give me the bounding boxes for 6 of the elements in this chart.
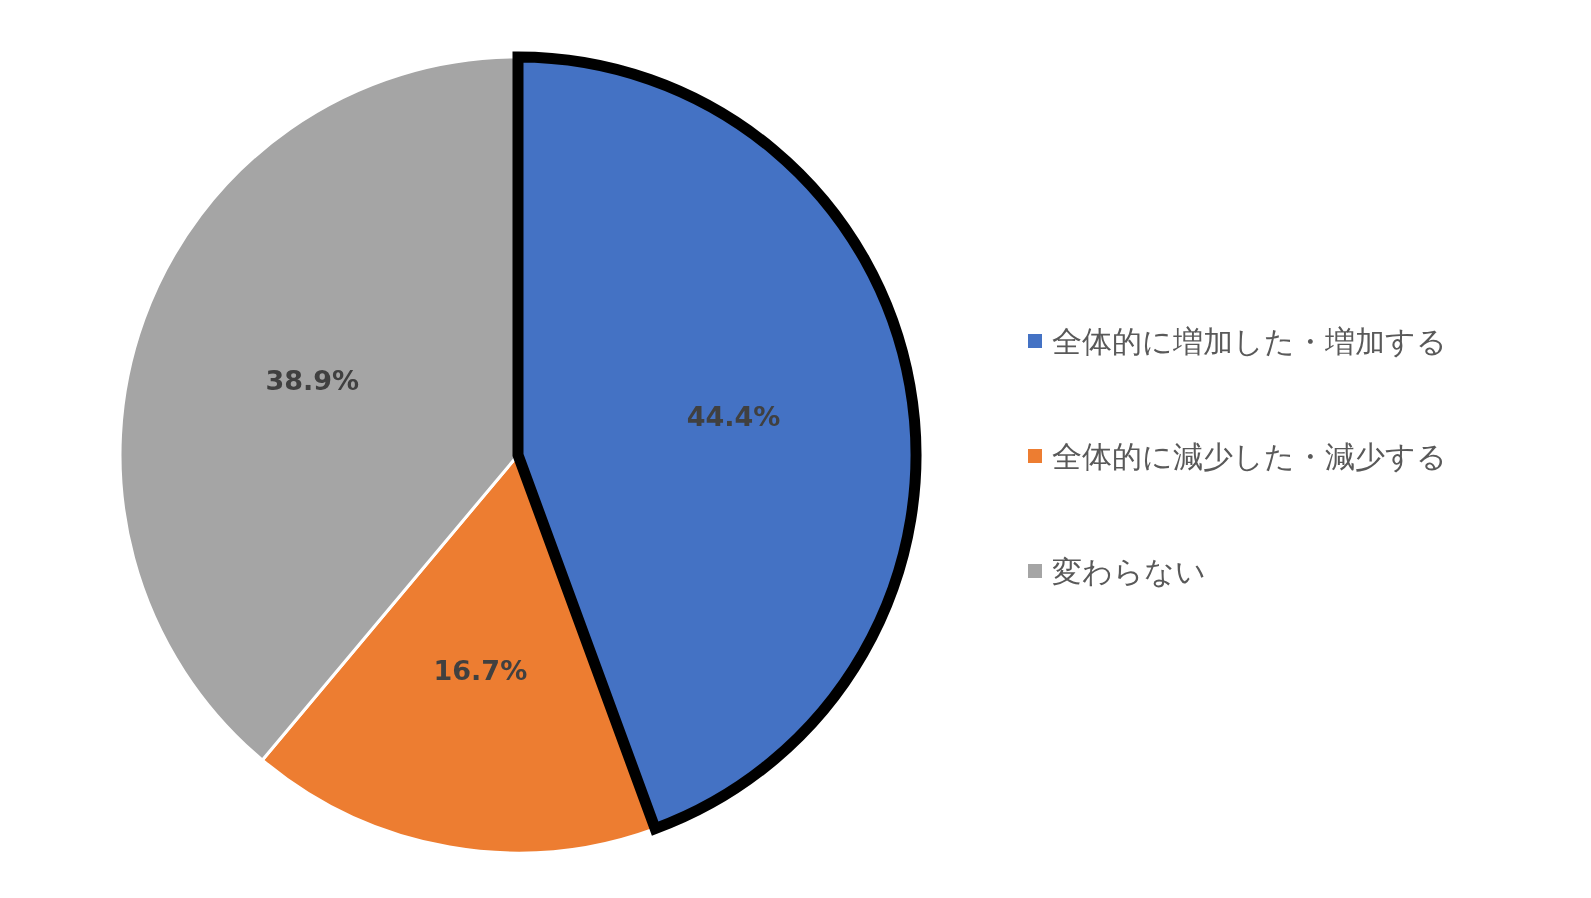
legend-label: 全体的に増加した・増加する [1052, 323, 1447, 359]
legend-label: 変わらない [1052, 553, 1206, 589]
data-label: 16.7% [433, 655, 528, 687]
data-label: 38.9% [265, 364, 360, 396]
data-label: 44.4% [686, 401, 781, 433]
legend-label: 全体的に減少した・減少する [1052, 438, 1447, 474]
